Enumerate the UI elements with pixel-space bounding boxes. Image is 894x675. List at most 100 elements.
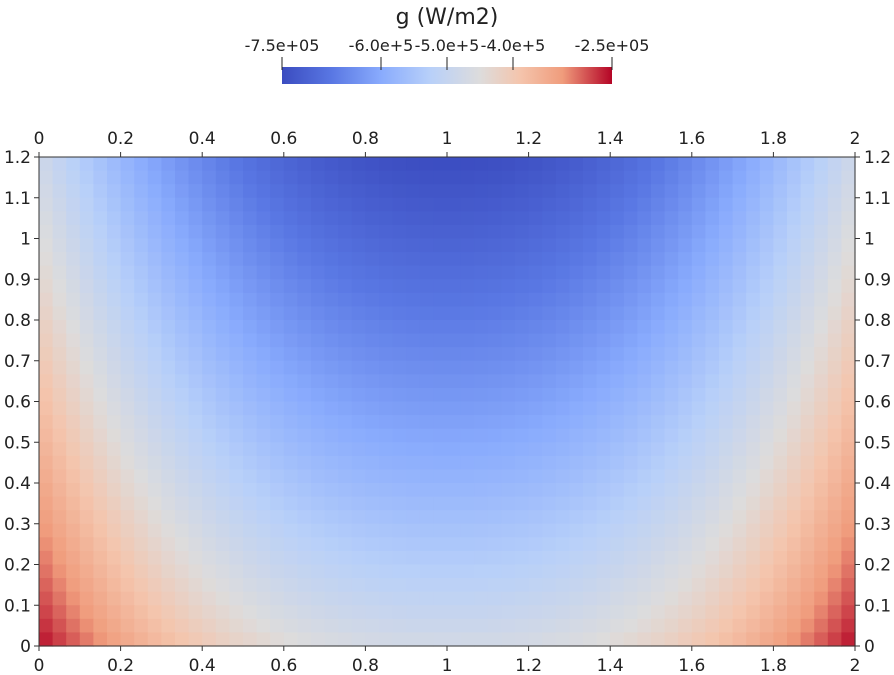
heatmap-cell	[814, 157, 829, 172]
heatmap-cell	[651, 211, 666, 226]
heatmap-cell	[678, 605, 693, 620]
heatmap-cell	[542, 632, 557, 647]
heatmap-cell	[814, 265, 829, 280]
heatmap-cell	[351, 170, 366, 185]
heatmap-cell	[175, 347, 190, 362]
heatmap-cell	[691, 496, 706, 511]
heatmap-cell	[773, 632, 788, 647]
heatmap-cell	[705, 306, 720, 321]
heatmap-cell	[555, 333, 570, 348]
heatmap-cell	[542, 483, 557, 498]
heatmap-cell	[732, 455, 747, 471]
heatmap-cell	[773, 157, 788, 172]
heatmap-cell	[596, 306, 611, 321]
heatmap-cell	[501, 510, 516, 525]
heatmap-cell	[596, 279, 611, 294]
heatmap-cell	[283, 238, 298, 253]
heatmap-cell	[365, 428, 380, 443]
heatmap-cell	[215, 483, 230, 498]
heatmap-cell	[365, 550, 380, 566]
heatmap-cell	[270, 496, 285, 511]
heatmap-cell	[66, 496, 81, 511]
heatmap-cell	[623, 618, 638, 634]
heatmap-cell	[256, 292, 271, 308]
heatmap-cell	[773, 347, 788, 362]
heatmap-cell	[555, 252, 570, 267]
heatmap-cell	[324, 523, 339, 538]
heatmap-cell	[39, 483, 54, 498]
heatmap-cell	[447, 184, 462, 199]
heatmap-cell	[93, 387, 108, 403]
heatmap-cell	[93, 265, 108, 280]
heatmap-cell	[283, 618, 298, 634]
heatmap-cell	[147, 184, 162, 199]
heatmap-cell	[596, 184, 611, 199]
heatmap-cell	[147, 428, 162, 443]
heatmap-cell	[311, 374, 326, 389]
heatmap-cell	[107, 428, 122, 443]
heatmap-cell	[379, 374, 394, 389]
heatmap-cell	[147, 496, 162, 511]
heatmap-cell	[501, 224, 516, 240]
heatmap-cell	[188, 265, 203, 280]
heatmap-cell	[447, 252, 462, 267]
heatmap-cell	[297, 550, 312, 566]
heatmap-cell	[215, 618, 230, 634]
heatmap-cell	[596, 347, 611, 362]
heatmap-cell	[691, 238, 706, 253]
heatmap-cell	[202, 428, 217, 443]
heatmap-cell	[787, 374, 802, 389]
heatmap-cell	[161, 320, 176, 335]
heatmap-cell	[120, 333, 135, 348]
heatmap-cell	[52, 360, 67, 375]
heatmap-cell	[501, 238, 516, 253]
heatmap-cell	[202, 279, 217, 294]
heatmap-cell	[256, 455, 271, 471]
heatmap-cell	[623, 347, 638, 362]
heatmap-cell	[569, 292, 584, 308]
heatmap-cell	[270, 387, 285, 403]
heatmap-cell	[311, 347, 326, 362]
heatmap-cell	[39, 415, 54, 430]
heatmap-cell	[433, 483, 448, 498]
heatmap-cell	[270, 347, 285, 362]
heatmap-cell	[719, 265, 734, 280]
heatmap-cell	[732, 238, 747, 253]
heatmap-cell	[569, 224, 584, 240]
heatmap-cell	[107, 550, 122, 566]
heatmap-cell	[841, 428, 856, 443]
heatmap-cell	[406, 333, 421, 348]
heatmap-cell	[93, 252, 108, 267]
heatmap-cell	[93, 224, 108, 240]
heatmap-cell	[651, 605, 666, 620]
heatmap-cell	[406, 387, 421, 403]
heatmap-cell	[610, 401, 625, 416]
heatmap-cell	[52, 184, 67, 199]
heatmap-cell	[406, 537, 421, 552]
heatmap-cell	[637, 333, 652, 348]
heatmap-cell	[787, 523, 802, 538]
heatmap-cell	[651, 415, 666, 430]
heatmap-cell	[93, 292, 108, 308]
heatmap-cell	[678, 320, 693, 335]
heatmap-cell	[406, 157, 421, 172]
heatmap-cell	[691, 442, 706, 457]
heatmap-cell	[93, 374, 108, 389]
heatmap-cell	[474, 157, 489, 172]
heatmap-cell	[746, 197, 761, 212]
heatmap-cell	[93, 170, 108, 185]
heatmap-cell	[746, 347, 761, 362]
heatmap-cell	[746, 578, 761, 593]
heatmap-cell	[351, 469, 366, 484]
heatmap-cell	[610, 537, 625, 552]
heatmap-cell	[827, 306, 842, 321]
heatmap-cell	[39, 306, 54, 321]
heatmap-cell	[419, 415, 434, 430]
heatmap-cell	[419, 483, 434, 498]
heatmap-cell	[283, 347, 298, 362]
x-tick-label-bottom: 2	[850, 656, 861, 675]
heatmap-cell	[351, 306, 366, 321]
heatmap-cell	[66, 415, 81, 430]
heatmap-cell	[664, 320, 679, 335]
heatmap-cell	[351, 537, 366, 552]
